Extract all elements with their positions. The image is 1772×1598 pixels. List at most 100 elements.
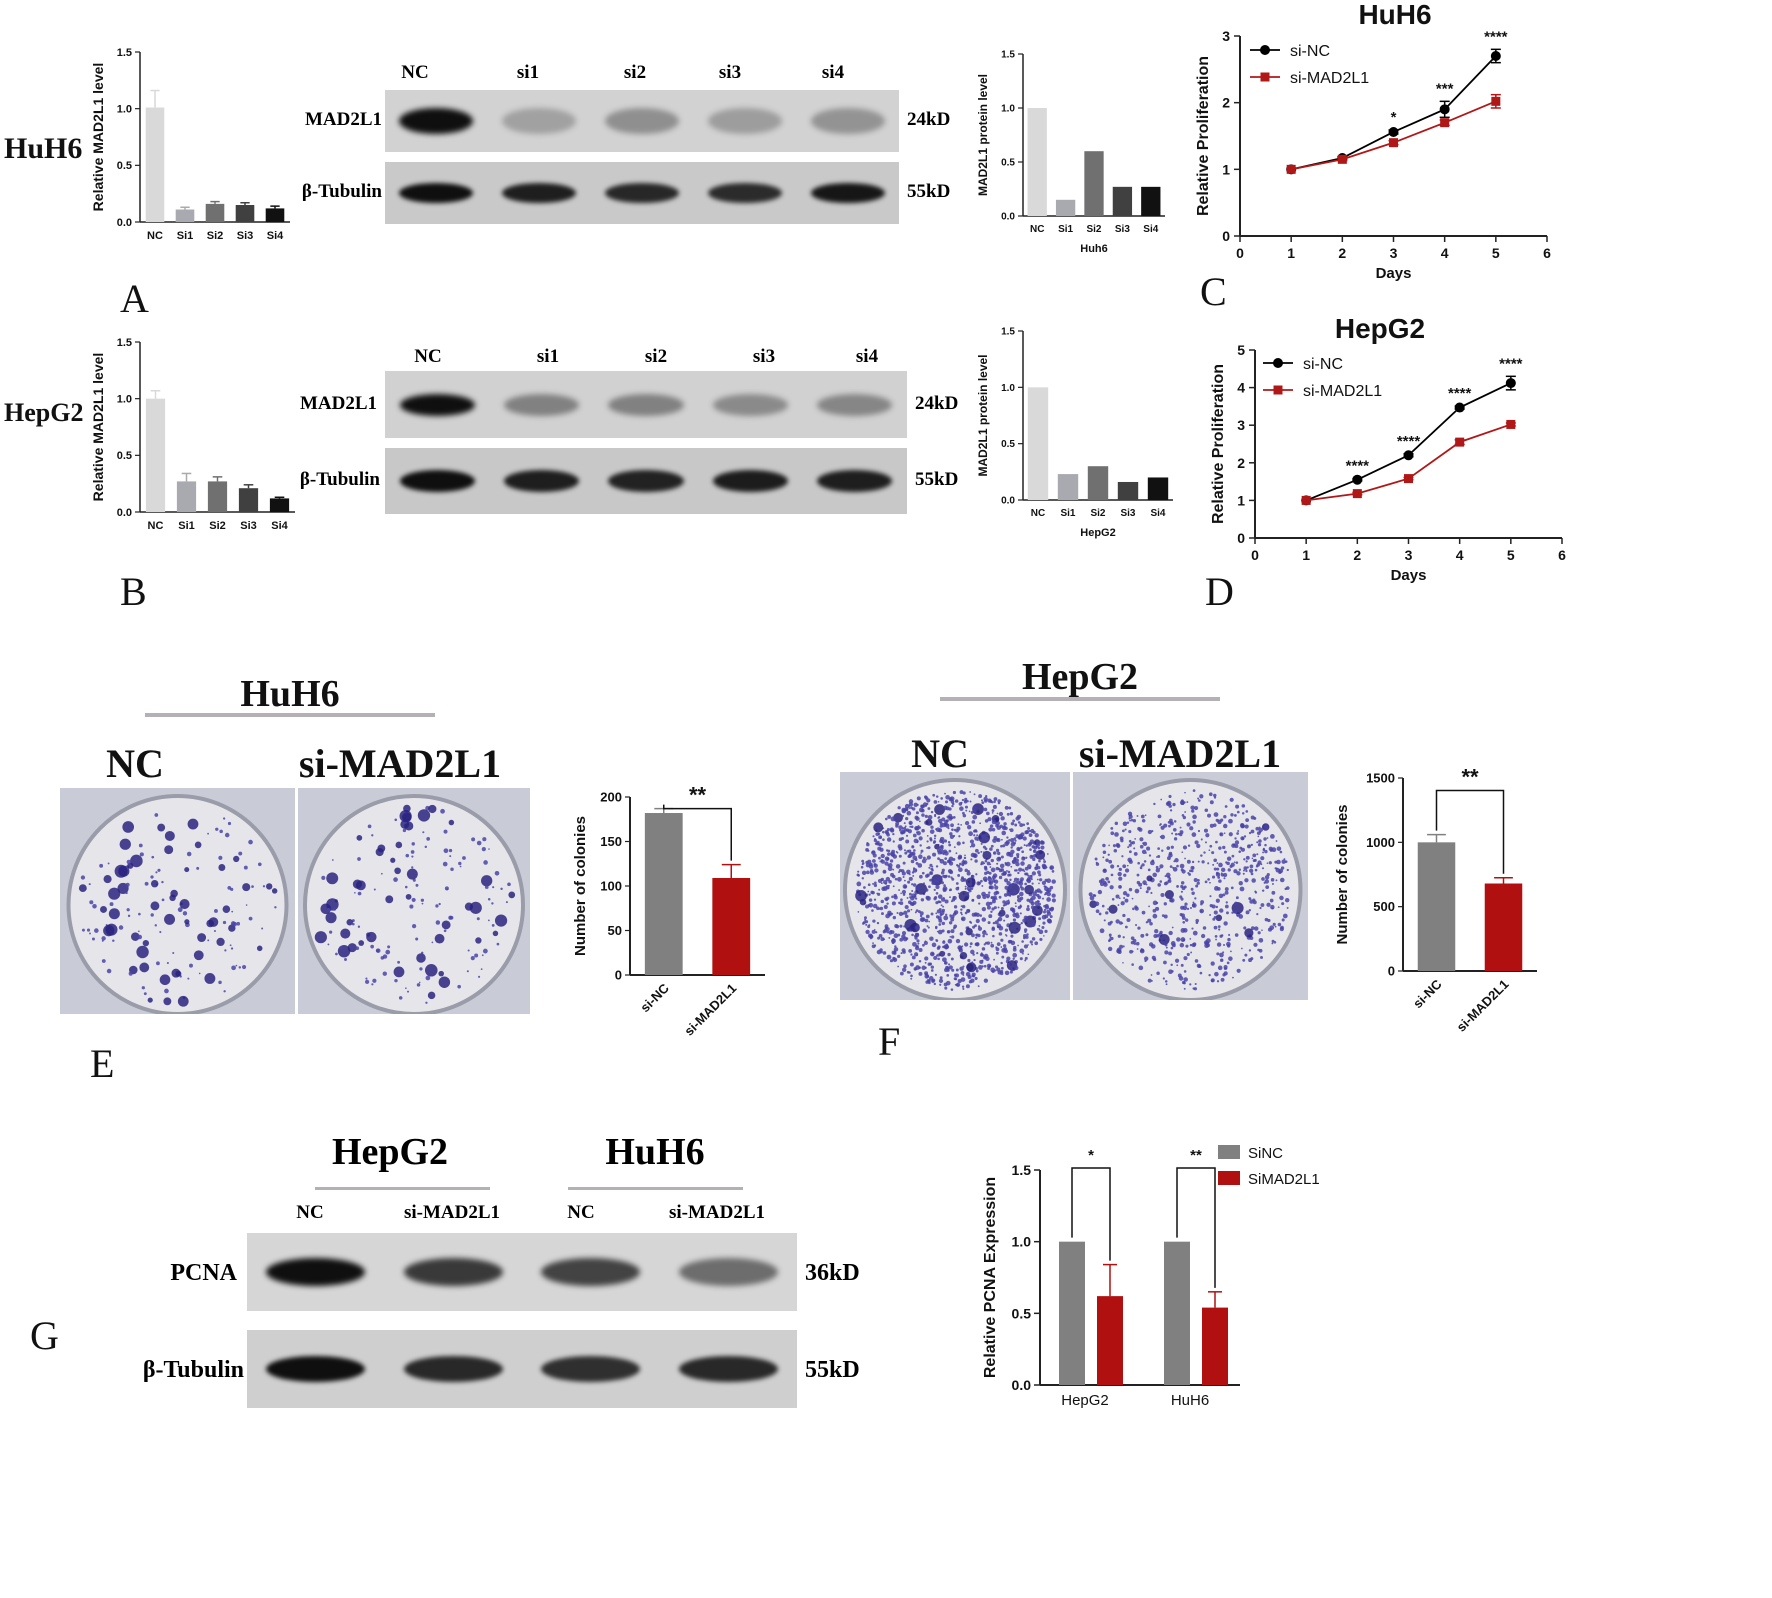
colony <box>1041 853 1044 856</box>
colony <box>1007 939 1012 944</box>
y-tick-label: 1.0 <box>117 104 132 116</box>
colony <box>1250 957 1254 961</box>
colony <box>935 892 939 895</box>
colony <box>935 884 940 890</box>
blot-lane-label: si-MAD2L1 <box>668 1202 766 1223</box>
colony <box>366 931 377 943</box>
colony <box>1223 964 1228 969</box>
colony <box>1255 864 1259 868</box>
colony <box>1228 818 1233 824</box>
colony <box>1001 838 1003 841</box>
colony <box>943 849 948 854</box>
colony <box>939 983 942 986</box>
colony <box>894 877 898 881</box>
colony <box>989 866 992 868</box>
colony <box>435 904 439 908</box>
colony <box>1120 901 1125 906</box>
colony <box>186 851 192 857</box>
colony <box>1191 809 1195 813</box>
colony <box>1134 888 1140 894</box>
colony <box>960 977 966 982</box>
colony <box>1160 892 1165 898</box>
x-tick-label: 4 <box>1456 547 1464 563</box>
colony <box>134 857 137 860</box>
colony <box>918 947 923 952</box>
colony <box>880 853 885 859</box>
panel-letter-d: D <box>1205 569 1234 614</box>
colony <box>929 837 933 840</box>
colony <box>346 919 353 926</box>
colony <box>101 939 104 942</box>
colony <box>986 896 989 899</box>
colony <box>972 814 978 820</box>
colony <box>915 861 919 865</box>
colony <box>888 880 892 884</box>
colony <box>326 872 339 885</box>
colony <box>997 799 1001 803</box>
colony <box>861 877 865 880</box>
colony <box>970 852 976 858</box>
y-tick-label: 5 <box>1237 342 1245 358</box>
colony <box>933 800 938 804</box>
colony <box>126 908 130 912</box>
colony <box>1007 962 1011 966</box>
colony <box>933 982 936 986</box>
colony <box>865 863 871 868</box>
colony <box>961 798 965 802</box>
colony <box>1200 854 1203 857</box>
colony <box>187 818 199 830</box>
colony <box>1035 842 1041 848</box>
colony <box>478 975 481 978</box>
colony <box>1200 900 1205 905</box>
colony <box>989 847 993 851</box>
colony <box>177 995 189 1007</box>
colony <box>968 810 971 813</box>
colony <box>1264 843 1267 847</box>
colony <box>1270 833 1275 839</box>
colony <box>1262 847 1265 850</box>
colony <box>1126 893 1130 898</box>
colony <box>1205 938 1211 944</box>
colony <box>876 892 879 895</box>
colony <box>995 866 999 871</box>
x-tick-label: NC <box>1030 224 1044 235</box>
colony <box>899 937 904 942</box>
colony <box>904 879 906 882</box>
colony <box>103 925 115 937</box>
colony <box>1241 804 1246 808</box>
y-tick-label: 100 <box>600 879 622 894</box>
colony <box>906 897 909 899</box>
colony <box>947 952 951 957</box>
colony <box>474 953 479 958</box>
colony <box>1008 806 1012 810</box>
colony <box>957 867 963 873</box>
colony <box>871 944 876 949</box>
y-tick-label: 0 <box>1237 530 1245 546</box>
colony <box>930 810 934 814</box>
colony <box>1010 849 1015 854</box>
bar-si2 <box>205 203 225 222</box>
x-tick-label: Si3 <box>1115 224 1130 235</box>
colony <box>1135 923 1138 927</box>
colony <box>1218 846 1222 850</box>
colony <box>988 827 993 832</box>
colony <box>1097 889 1103 895</box>
colony <box>903 885 907 889</box>
colony <box>108 887 121 900</box>
colony <box>164 988 169 994</box>
colony <box>985 893 988 896</box>
colony <box>233 855 240 863</box>
colony <box>974 976 978 980</box>
colony <box>886 930 890 934</box>
colony <box>892 868 895 871</box>
colony <box>964 797 968 801</box>
colony <box>101 959 106 963</box>
colony <box>1124 925 1128 929</box>
colony <box>962 791 966 795</box>
colony <box>926 925 929 927</box>
colony <box>1042 921 1046 925</box>
colony <box>1190 887 1194 891</box>
colony <box>1156 971 1160 975</box>
colony <box>481 954 484 957</box>
